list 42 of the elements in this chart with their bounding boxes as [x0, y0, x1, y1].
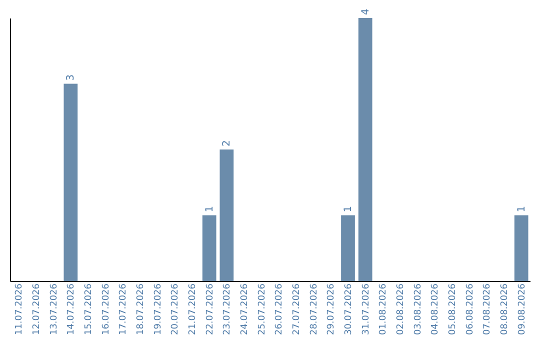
x-tick-label: 22.07.2026 [205, 283, 216, 336]
x-tick-label: 31.07.2026 [361, 283, 372, 336]
data-label: 2 [222, 140, 233, 146]
x-tick-label: 16.07.2026 [101, 283, 112, 336]
x-tick-label: 02.08.2026 [396, 283, 406, 336]
x-tick-label: 28.07.2026 [309, 283, 320, 336]
x-tick-label: 12.07.2026 [32, 283, 42, 336]
x-tick-label: 09.08.2026 [517, 283, 528, 336]
data-label: 1 [516, 206, 528, 212]
x-tick-label: 29.07.2026 [326, 283, 337, 336]
bar [358, 18, 372, 281]
x-tick-label: 23.07.2026 [222, 283, 233, 336]
x-tick-label: 19.07.2026 [153, 283, 164, 336]
x-tick-label: 15.07.2026 [84, 283, 94, 336]
x-tick-label: 03.08.2026 [413, 283, 424, 336]
x-tick-label: 01.08.2026 [378, 283, 389, 336]
x-tick-label: 06.08.2026 [465, 283, 476, 336]
data-label: 4 [360, 8, 372, 15]
x-tick-label: 21.07.2026 [188, 283, 198, 336]
data-label: 3 [66, 74, 77, 81]
x-tick-label: 14.07.2026 [66, 283, 77, 336]
data-label: 1 [204, 206, 216, 212]
x-tick-label: 27.07.2026 [292, 283, 302, 336]
x-tick-label: 05.08.2026 [448, 283, 458, 336]
bar [341, 215, 355, 281]
x-tick-label: 25.07.2026 [257, 283, 268, 336]
x-tick-label: 20.07.2026 [170, 283, 181, 336]
x-tick-label: 11.07.2026 [14, 283, 25, 336]
x-tick-label: 04.08.2026 [430, 283, 441, 336]
x-tick-label: 18.07.2026 [136, 283, 146, 336]
x-tick-label: 24.07.2026 [240, 283, 250, 336]
data-label: 1 [343, 206, 354, 212]
x-tick-label: 07.08.2026 [482, 283, 493, 336]
x-tick-label: 08.08.2026 [500, 283, 510, 336]
bar [202, 215, 216, 281]
x-tick-label: 13.07.2026 [49, 283, 60, 336]
bar [64, 84, 78, 281]
x-tick-label: 26.07.2026 [274, 283, 285, 336]
x-tick-label: 17.07.2026 [118, 283, 129, 336]
bar [220, 150, 234, 281]
bar [514, 215, 528, 281]
x-tick-label: 30.07.2026 [344, 283, 354, 336]
